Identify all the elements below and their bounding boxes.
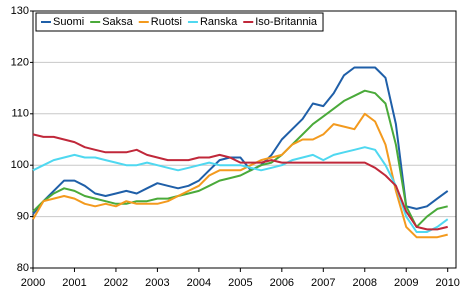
x-tick-label: 2002: [104, 277, 128, 289]
legend-label: Ranska: [200, 16, 238, 28]
series-line: [32, 112, 448, 239]
legend: Suomi Saksa Ruotsi Ranska Iso-Britannia: [35, 12, 324, 32]
x-tick-label: 2007: [311, 277, 335, 289]
x-tick-label: 2009: [394, 277, 418, 289]
legend-label: Suomi: [53, 16, 84, 28]
x-tick-label: 2003: [145, 277, 169, 289]
y-tick-label: 130: [11, 5, 29, 17]
legend-box: [35, 12, 324, 32]
x-tick-label: 2000: [21, 277, 45, 289]
x-tick-label: 2001: [62, 277, 86, 289]
x-tick-label: 2008: [353, 277, 377, 289]
series-line: [32, 66, 449, 215]
x-tick-label: 2004: [187, 277, 211, 289]
x-tick-label: 2010: [435, 277, 459, 289]
y-tick-label: 90: [17, 211, 29, 223]
y-tick-label: 110: [11, 108, 29, 120]
x-tick-label: 2006: [270, 277, 294, 289]
plot-frame: [32, 10, 457, 269]
legend-label: Iso-Britannia: [255, 16, 318, 28]
y-tick-label: 100: [11, 159, 29, 171]
series-line: [32, 89, 448, 228]
legend-label: Ruotsi: [151, 16, 182, 28]
series-line: [32, 146, 449, 233]
x-tick-label: 2005: [228, 277, 252, 289]
series-line: [32, 133, 448, 231]
y-tick-label: 120: [11, 56, 29, 68]
y-tick-label: 80: [17, 262, 29, 274]
legend-label: Saksa: [102, 16, 133, 28]
